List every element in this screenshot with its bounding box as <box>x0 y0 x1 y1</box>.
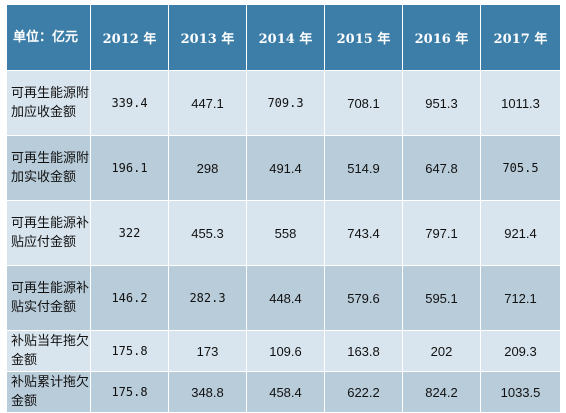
table-cell: 455.3 <box>168 200 247 266</box>
table-cell: 491.4 <box>246 135 325 201</box>
table-cell: 622.2 <box>324 371 403 413</box>
table-cell: 797.1 <box>402 200 481 266</box>
header-row: 单位：亿元 2012 年 2013 年 2014 年 2015 年 2016 年… <box>6 4 561 71</box>
table-cell: 209.3 <box>480 330 561 372</box>
column-header-2013: 2013 年 <box>168 4 247 71</box>
table-cell: 202 <box>402 330 481 372</box>
column-header-2017: 2017 年 <box>480 4 561 71</box>
table-cell: 558 <box>246 200 325 266</box>
table-cell: 1011.3 <box>480 70 561 136</box>
table-cell: 175.8 <box>90 371 169 413</box>
table-row: 补贴当年拖欠金额 175.8 173 109.6 163.8 202 209.3 <box>6 330 561 372</box>
column-header-2016: 2016 年 <box>402 4 481 71</box>
table-cell: 708.1 <box>324 70 403 136</box>
table-cell: 298 <box>168 135 247 201</box>
table-cell: 458.4 <box>246 371 325 413</box>
column-header-2015: 2015 年 <box>324 4 403 71</box>
row-label: 补贴当年拖欠金额 <box>6 330 91 372</box>
table-cell: 196.1 <box>90 135 169 201</box>
table-cell: 173 <box>168 330 247 372</box>
row-label: 补贴累计拖欠金额 <box>6 371 91 413</box>
table-cell: 921.4 <box>480 200 561 266</box>
table-cell: 1033.5 <box>480 371 561 413</box>
row-label: 可再生能源附加应收金额 <box>6 70 91 136</box>
table-row: 可再生能源附加实收金额 196.1 298 491.4 514.9 647.8 … <box>6 135 561 201</box>
table-cell: 514.9 <box>324 135 403 201</box>
column-header-2014: 2014 年 <box>246 4 325 71</box>
table-cell: 448.4 <box>246 265 325 331</box>
table-cell: 824.2 <box>402 371 481 413</box>
table-cell: 339.4 <box>90 70 169 136</box>
data-table: 单位：亿元 2012 年 2013 年 2014 年 2015 年 2016 年… <box>6 4 561 413</box>
table-cell: 951.3 <box>402 70 481 136</box>
table-cell: 709.3 <box>246 70 325 136</box>
table-cell: 146.2 <box>90 265 169 331</box>
table-cell: 175.8 <box>90 330 169 372</box>
table-cell: 712.1 <box>480 265 561 331</box>
table-cell: 579.6 <box>324 265 403 331</box>
column-header-2012: 2012 年 <box>90 4 169 71</box>
table-cell: 282.3 <box>168 265 247 331</box>
table-cell: 595.1 <box>402 265 481 331</box>
table-cell: 348.8 <box>168 371 247 413</box>
table-row: 可再生能源附加应收金额 339.4 447.1 709.3 708.1 951.… <box>6 70 561 136</box>
row-label: 可再生能源补贴应付金额 <box>6 200 91 266</box>
unit-label: 单位：亿元 <box>6 4 91 71</box>
table-cell: 743.4 <box>324 200 403 266</box>
table-cell: 322 <box>90 200 169 266</box>
table-row: 可再生能源补贴实付金额 146.2 282.3 448.4 579.6 595.… <box>6 265 561 331</box>
table-cell: 163.8 <box>324 330 403 372</box>
table-row: 可再生能源补贴应付金额 322 455.3 558 743.4 797.1 92… <box>6 200 561 266</box>
table-row: 补贴累计拖欠金额 175.8 348.8 458.4 622.2 824.2 1… <box>6 371 561 413</box>
row-label: 可再生能源补贴实付金额 <box>6 265 91 331</box>
table-cell: 109.6 <box>246 330 325 372</box>
table-cell: 647.8 <box>402 135 481 201</box>
row-label: 可再生能源附加实收金额 <box>6 135 91 201</box>
table-cell: 447.1 <box>168 70 247 136</box>
table-cell: 705.5 <box>480 135 561 201</box>
